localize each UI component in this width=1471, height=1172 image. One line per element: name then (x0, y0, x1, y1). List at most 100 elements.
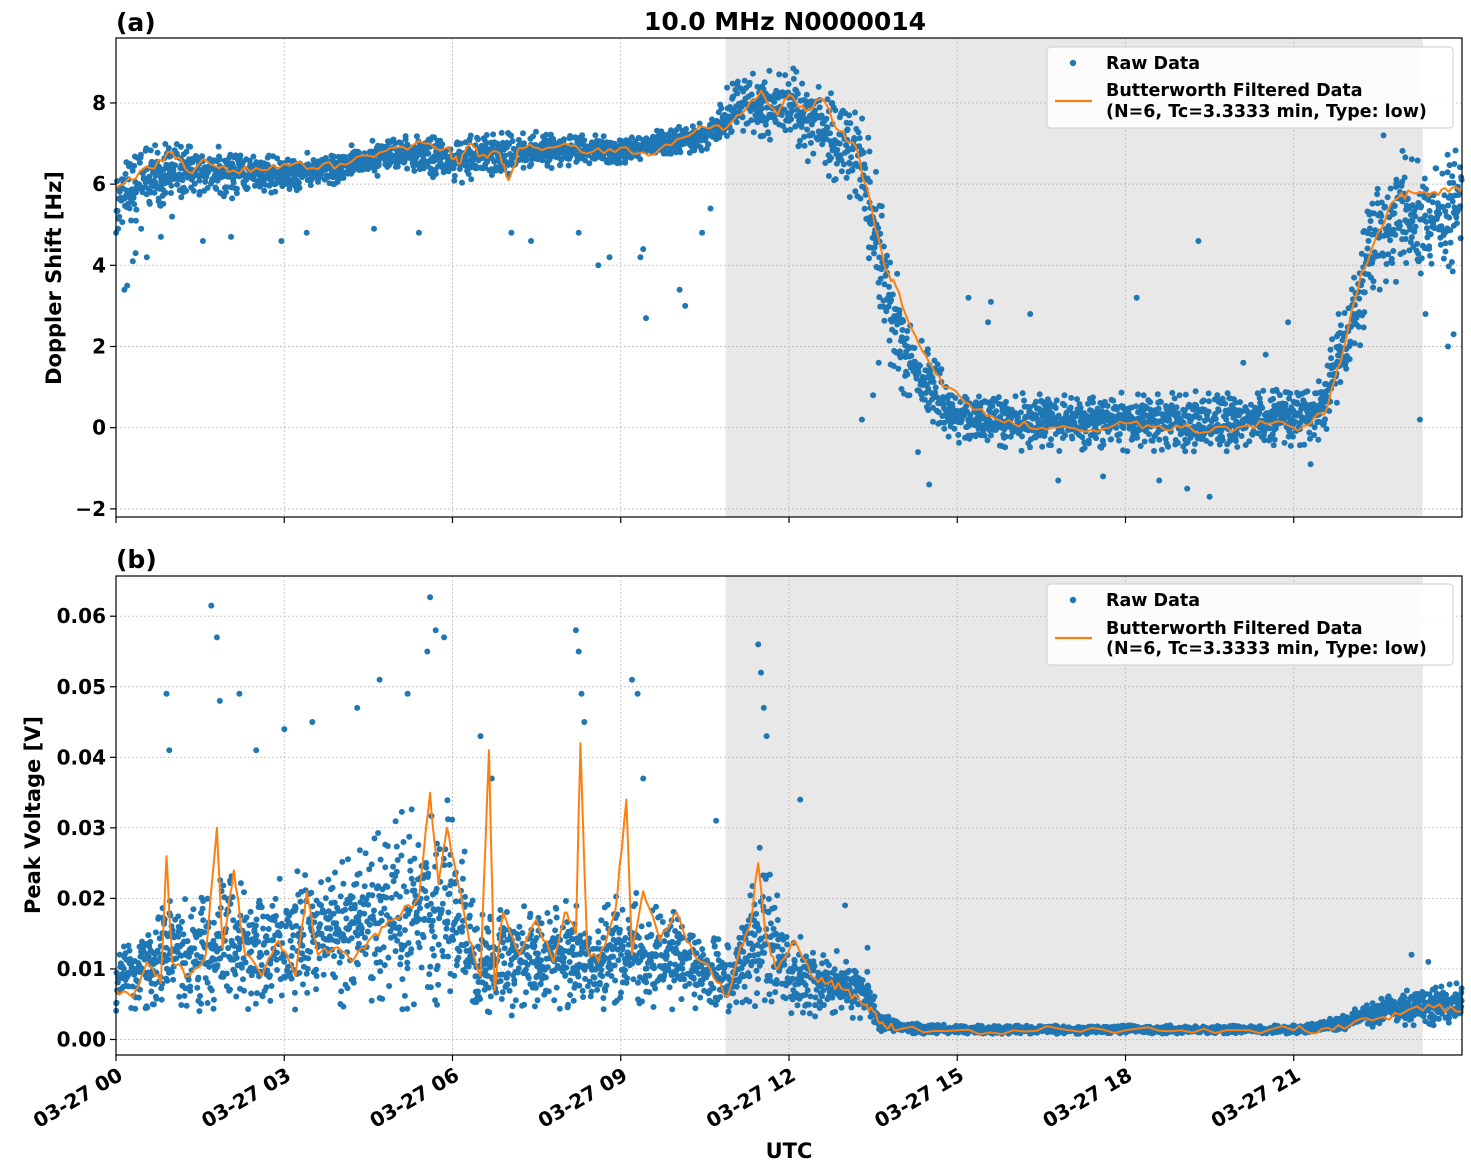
panel-a-raw-point (1452, 147, 1459, 154)
panel-a-raw-point (1271, 436, 1278, 443)
panel-a-raw-point (533, 128, 539, 135)
panel-a-raw-point (1015, 414, 1021, 421)
panel-a-raw-point (404, 165, 411, 172)
panel-a-raw-outlier-point (1285, 319, 1292, 326)
panel-a-raw-point (852, 188, 859, 195)
panel-b-raw-point (274, 967, 280, 973)
panel-a-raw-point (190, 187, 197, 194)
panel-a-raw-point (637, 156, 644, 163)
panel-a-raw-point (1124, 448, 1131, 455)
panel-b-raw-point (508, 1012, 515, 1019)
panel-a-raw-point (906, 392, 913, 399)
panel-a-raw-point (1390, 226, 1397, 233)
panel-a-raw-point (876, 294, 883, 301)
panel-a-raw-point (1184, 439, 1191, 446)
panel-a-raw-point (561, 136, 567, 143)
panel-a-raw-point (1414, 157, 1421, 164)
panel-b-raw-point (562, 898, 569, 904)
panel-a-raw-point (1166, 417, 1173, 423)
panel-a-raw-point (1055, 412, 1062, 419)
panel-b-raw-point (415, 842, 422, 848)
panel-a-raw-point (828, 155, 834, 161)
panel-a-raw-point (586, 160, 593, 167)
panel-a-raw-point (1052, 405, 1059, 411)
panel-b-raw-point (618, 989, 624, 996)
panel-a-raw-point (815, 83, 822, 90)
panel-b-raw-point (604, 901, 611, 908)
panel-a-raw-point (369, 137, 376, 144)
panel-a-raw-point (691, 147, 698, 154)
panel-a-raw-point (1158, 446, 1165, 453)
panel-b-raw-point (300, 981, 306, 988)
panel-b-raw-point (361, 883, 368, 890)
panel-a-raw-point (1370, 284, 1377, 291)
panel-b-raw-point (507, 961, 514, 968)
panel-a-raw-point (1081, 439, 1088, 446)
panel-a-raw-point (866, 178, 873, 185)
panel-a-raw-point (1440, 255, 1447, 262)
panel-a-raw-point (1190, 448, 1197, 455)
panel-a-raw-point (1402, 154, 1409, 161)
panel-a-raw-point (918, 337, 925, 344)
panel-a-raw-point (1165, 443, 1172, 450)
panel-b-raw-point (405, 940, 412, 946)
panel-b-raw-point (255, 938, 262, 945)
panel-b-raw-point (569, 944, 576, 950)
panel-a-raw-point (1292, 419, 1299, 425)
panel-b-raw-point (435, 981, 442, 988)
panel-a-raw-point (579, 132, 586, 139)
panel-b-raw-point (233, 993, 240, 1000)
panel-a-raw-point (543, 131, 550, 138)
panel-a-legend-raw-label: Raw Data (1106, 54, 1200, 74)
panel-b-raw-point (408, 946, 415, 953)
panel-a-raw-point (116, 213, 123, 220)
panel-a-raw-point (628, 134, 635, 141)
panel-b-raw-point (533, 935, 540, 941)
panel-b-raw-point (397, 961, 404, 968)
panel-a-raw-outlier-point (643, 315, 649, 322)
panel-a-raw-point (956, 439, 962, 446)
panel-a-raw-point (903, 335, 910, 342)
panel-b-raw-point (291, 989, 298, 996)
panel-a-raw-point (1146, 431, 1152, 438)
panel-b-raw-point (603, 982, 610, 989)
panel-b-raw-point (258, 952, 265, 959)
panel-a-raw-outlier-point (138, 225, 145, 232)
panel-a-raw-point (883, 308, 890, 315)
panel-a-raw-point (1053, 397, 1060, 404)
panel-a-raw-point (310, 157, 317, 163)
panel-a-raw-outlier-point (278, 238, 285, 244)
panel-a-raw-point (1155, 405, 1162, 412)
panel-a-raw-point (754, 83, 761, 90)
panel-b-raw-point (317, 921, 324, 928)
panel-a-raw-point (122, 171, 129, 177)
panel-b-raw-point (392, 948, 399, 955)
panel-a-raw-point (132, 189, 139, 196)
panel-a-raw-point (1079, 434, 1086, 441)
panel-a-raw-point (1192, 388, 1199, 395)
panel-a-raw-point (1173, 404, 1180, 411)
panel-a-raw-outlier-point (303, 229, 310, 236)
panel-a-raw-point (818, 112, 825, 119)
panel-a-raw-point (1374, 191, 1381, 198)
panel-a-raw-point (439, 141, 446, 148)
panel-a-raw-point (824, 96, 831, 103)
panel-a-raw-point (776, 71, 783, 78)
panel-a-raw-point (250, 153, 257, 160)
panel-a-raw-point (836, 140, 843, 147)
panel-a-raw-point (887, 259, 893, 266)
panel-a-raw-outlier-point (1262, 351, 1269, 358)
panel-a-raw-point (1412, 223, 1419, 230)
panel-a-raw-point (762, 121, 769, 128)
panel-b-raw-point (431, 952, 437, 959)
panel-b-raw-point (606, 960, 613, 967)
panel-a-raw-point (846, 112, 853, 119)
panel-a-raw-point (915, 369, 922, 376)
panel-a-raw-point (793, 68, 800, 75)
panel-a-raw-point (900, 318, 907, 325)
panel-b-raw-point (170, 976, 177, 983)
panel-b-raw-point (521, 903, 528, 910)
panel-a-raw-outlier-point (1307, 461, 1314, 468)
panel-a-raw-point (199, 153, 206, 160)
panel-a-raw-point (796, 137, 803, 144)
